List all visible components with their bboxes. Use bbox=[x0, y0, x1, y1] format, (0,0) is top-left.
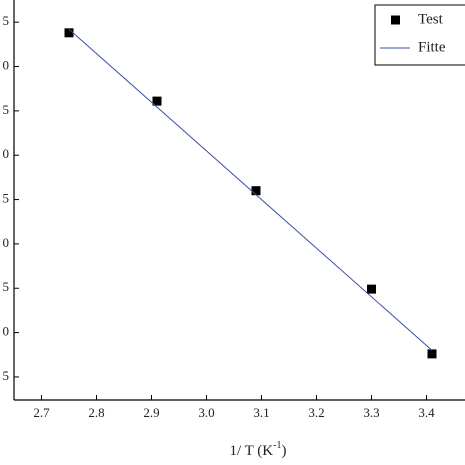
y-tick-label: 5 bbox=[3, 368, 10, 383]
x-tick-label: 3.2 bbox=[308, 405, 324, 420]
x-tick-label: 3.3 bbox=[363, 405, 379, 420]
y-tick-label: 5 bbox=[3, 13, 10, 28]
x-tick-label: 2.9 bbox=[143, 405, 159, 420]
point bbox=[367, 284, 376, 294]
x-tick-label: 2.7 bbox=[33, 405, 50, 420]
point bbox=[152, 96, 162, 106]
fit-line bbox=[68, 28, 433, 351]
legend-marker bbox=[391, 15, 400, 25]
legend-label: Test bbox=[418, 11, 444, 27]
y-tick-label: 0 bbox=[3, 324, 10, 339]
x-tick-label: 3.1 bbox=[253, 405, 269, 420]
point bbox=[251, 186, 261, 196]
y-tick-label: 5 bbox=[3, 279, 10, 294]
y-tick-label: 0 bbox=[3, 235, 10, 250]
point bbox=[64, 28, 74, 38]
x-tick-label: 3.4 bbox=[418, 405, 435, 420]
x-tick-label: 3.0 bbox=[198, 405, 214, 420]
point bbox=[427, 349, 437, 359]
x-axis-label: 1/ T (K-1) bbox=[230, 440, 287, 459]
y-tick-label: 0 bbox=[3, 58, 10, 73]
legend-box bbox=[374, 4, 465, 66]
y-tick-label: 0 bbox=[3, 146, 10, 161]
legend-label: Fitte bbox=[418, 39, 446, 55]
y-tick-label: 5 bbox=[3, 191, 10, 206]
y-tick-label: 5 bbox=[3, 102, 10, 117]
x-tick-label: 2.8 bbox=[88, 405, 104, 420]
